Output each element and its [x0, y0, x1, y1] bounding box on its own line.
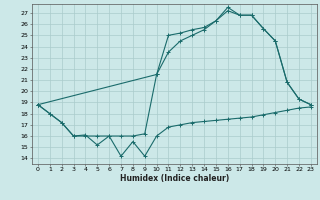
X-axis label: Humidex (Indice chaleur): Humidex (Indice chaleur)	[120, 174, 229, 183]
